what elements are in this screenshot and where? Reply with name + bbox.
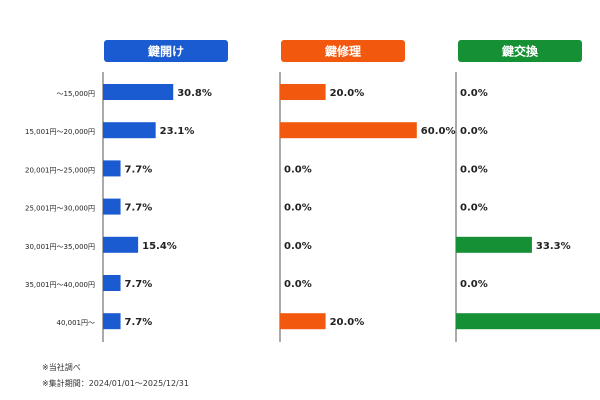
data-label: 0.0% [284, 203, 312, 214]
bar [103, 313, 121, 330]
category-label: 25,001円～30,000円 [25, 205, 95, 213]
bar [280, 84, 326, 100]
data-label: 7.7% [125, 164, 153, 175]
series-header [458, 40, 582, 62]
bar [103, 122, 156, 139]
bar [456, 313, 600, 330]
data-label: 0.0% [460, 279, 488, 290]
data-label: 33.3% [536, 241, 571, 252]
bar [280, 313, 326, 330]
data-label: 20.0% [330, 88, 365, 99]
bar [103, 84, 174, 100]
bar [103, 198, 121, 215]
series-header [281, 40, 405, 62]
source-note: ※当社調べ [42, 363, 81, 372]
bar [456, 236, 532, 253]
bar [103, 160, 121, 177]
series-header-label: 鍵開け [148, 44, 184, 59]
category-label: 40,001円～ [57, 319, 96, 327]
series-header [104, 40, 228, 62]
bar [103, 236, 139, 253]
bar [103, 275, 121, 291]
category-label: 35,001円～40,000円 [25, 281, 95, 289]
data-label: 15.4% [142, 241, 177, 252]
category-label: 15,001円～20,000円 [25, 128, 95, 136]
data-label: 0.0% [460, 203, 488, 214]
data-label: 0.0% [284, 279, 312, 290]
data-label: 0.0% [460, 88, 488, 99]
bar-chart: ～15,000円 15,001円～20,000円 20,001円～25,000円 25… [25, 40, 600, 342]
category-label: 30,001円～35,000円 [25, 243, 95, 251]
data-label: 0.0% [460, 164, 488, 175]
data-label: 7.7% [125, 317, 153, 328]
series-header-label: 鍵交換 [502, 44, 539, 59]
bar [280, 122, 417, 139]
data-label: 7.7% [125, 203, 153, 214]
data-label: 7.7% [125, 279, 153, 290]
data-label: 23.1% [160, 126, 195, 137]
series-header-label: 鍵修理 [325, 44, 361, 59]
data-label: 60.0% [421, 126, 456, 137]
category-label: ～15,000円 [57, 90, 96, 98]
data-label: 0.0% [460, 126, 488, 137]
data-label: 20.0% [330, 317, 365, 328]
data-label: 0.0% [284, 164, 312, 175]
data-label: 30.8% [177, 88, 212, 99]
period-note: ※集計期間：2024/01/01～2025/12/31 [42, 379, 189, 388]
category-label: 20,001円～25,000円 [25, 166, 95, 174]
data-label: 0.0% [284, 241, 312, 252]
